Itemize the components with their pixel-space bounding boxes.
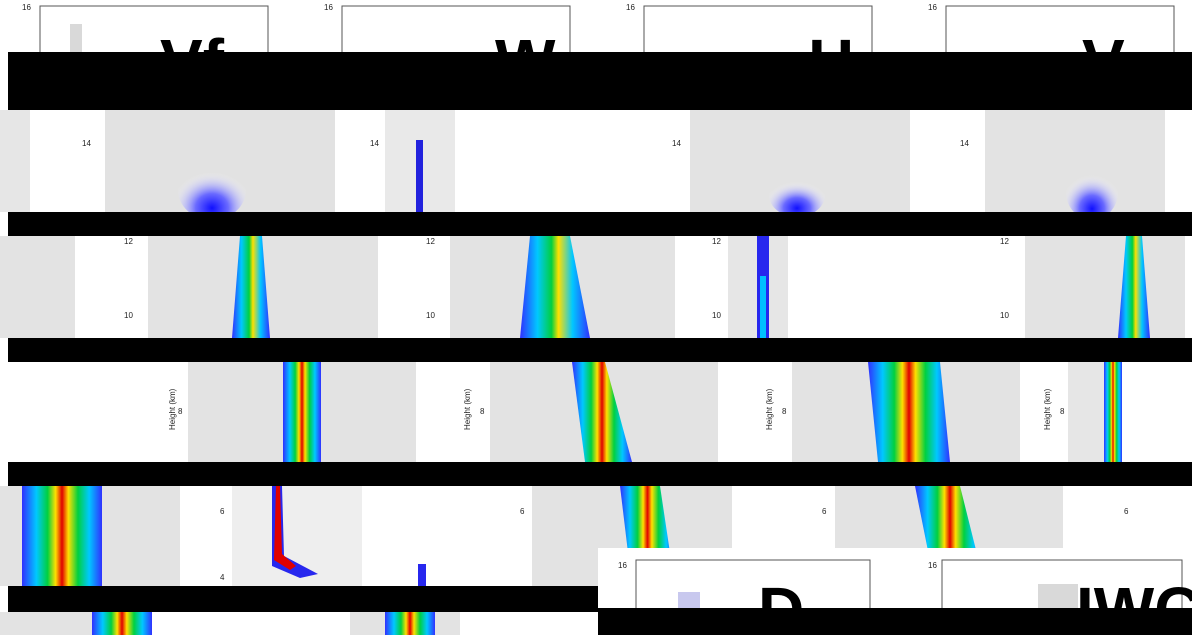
black-band-2 xyxy=(8,212,1192,236)
black-band-4 xyxy=(8,462,1192,486)
row2-svg: 14 14 14 14 xyxy=(0,110,1165,212)
tick-10-c: 10 xyxy=(712,311,721,320)
tick-8-b: 8 xyxy=(480,407,485,416)
row3-svg: 12 10 12 10 12 10 12 10 xyxy=(0,236,1185,338)
black-band-5 xyxy=(8,586,600,612)
tick-10-a: 10 xyxy=(124,311,133,320)
black-band-1 xyxy=(8,52,1192,110)
tick-6-a: 6 xyxy=(220,507,225,516)
tick-6-b: 6 xyxy=(520,507,525,516)
tick-14-a: 14 xyxy=(82,139,91,148)
tick-12-a: 12 xyxy=(124,237,133,246)
tick-12-d: 12 xyxy=(1000,237,1009,246)
strip-row6 xyxy=(0,612,598,635)
row6-svg xyxy=(0,612,460,635)
tick-8-c: 8 xyxy=(782,407,787,416)
ylabel-c: Height (km) xyxy=(765,388,774,430)
strip-row2: 14 14 14 14 xyxy=(0,110,1192,212)
strip-row1: 16 16 16 16 Vf W H V xyxy=(0,0,1192,52)
tick-10-b: 10 xyxy=(426,311,435,320)
tick-16-a: 16 xyxy=(22,3,31,12)
row1-svg: 16 16 16 16 xyxy=(22,3,1175,52)
tick-12-b: 12 xyxy=(426,237,435,246)
tick-8-a: 8 xyxy=(178,407,183,416)
strip-row3: 12 10 12 10 12 10 12 10 xyxy=(0,236,1192,338)
tick-12-c: 12 xyxy=(712,237,721,246)
tick-16-e: 16 xyxy=(618,561,627,570)
tick-6-c: 6 xyxy=(822,507,827,516)
tick-16-f: 16 xyxy=(928,561,937,570)
title-v: V xyxy=(1082,30,1125,52)
tick-6-d: 6 xyxy=(1124,507,1129,516)
title-w: W xyxy=(495,30,555,52)
overlay-svg: 16 16 xyxy=(618,559,1183,621)
title-vf: Vf xyxy=(160,30,224,52)
ylabel-d: Height (km) xyxy=(1043,388,1052,430)
ylabel-b: Height (km) xyxy=(463,388,472,430)
tick-10-d: 10 xyxy=(1000,311,1009,320)
tick-16-d: 16 xyxy=(928,3,937,12)
black-band-overlay xyxy=(598,608,1192,635)
tick-14-d: 14 xyxy=(960,139,969,148)
tick-16-c: 16 xyxy=(626,3,635,12)
overlay-panel: 16 16 D IWC xyxy=(598,548,1192,635)
tick-16-b: 16 xyxy=(324,3,333,12)
black-band-3 xyxy=(8,338,1192,362)
ylabel-a: Height (km) xyxy=(168,388,177,430)
tick-14-c: 14 xyxy=(672,139,681,148)
tick-4-a: 4 xyxy=(220,573,225,582)
row4-svg: 8 8 8 8 Height (km) Height (km) Height (… xyxy=(168,362,1122,462)
strip-row4: 8 8 8 8 Height (km) Height (km) Height (… xyxy=(0,362,1192,462)
tick-8-d: 8 xyxy=(1060,407,1065,416)
title-h: H xyxy=(808,30,854,52)
tick-14-b: 14 xyxy=(370,139,379,148)
